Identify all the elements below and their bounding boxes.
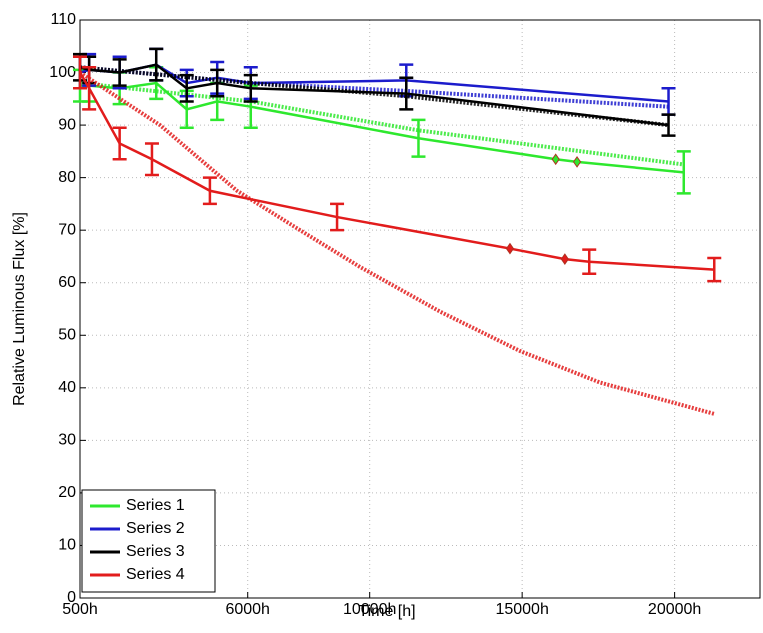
legend-label: Series 3 xyxy=(126,543,185,560)
legend-label: Series 4 xyxy=(126,566,185,583)
error-bar xyxy=(411,118,426,158)
error-bar xyxy=(243,73,258,103)
error-bar xyxy=(149,47,164,82)
y-tick-label: 60 xyxy=(58,274,76,291)
error-bar xyxy=(73,55,87,90)
error-bar xyxy=(661,113,676,137)
y-tick-label: 50 xyxy=(58,326,76,343)
x-tick-label: 15000h xyxy=(495,601,548,618)
x-tick-label: 6000h xyxy=(225,601,270,618)
plot-frame xyxy=(79,19,761,599)
error-bar xyxy=(399,76,414,111)
legend-label: Series 1 xyxy=(126,497,185,514)
y-tick-label: 90 xyxy=(58,116,76,133)
error-bar xyxy=(179,73,194,103)
error-bar xyxy=(82,66,97,111)
legend: Series 1 Series 2 Series 3 Series 4 xyxy=(81,489,216,593)
error-bar xyxy=(676,150,691,195)
error-bar xyxy=(112,126,127,161)
y-tick-label: 100 xyxy=(49,64,76,81)
error-bar xyxy=(707,256,722,283)
y-tick-label: 110 xyxy=(50,11,76,28)
series-line xyxy=(78,71,715,271)
legend-label: Series 2 xyxy=(126,520,185,537)
error-bar xyxy=(210,68,225,98)
x-tick-label: 500h xyxy=(62,601,98,618)
x-tick-label: 10000h xyxy=(343,601,396,618)
fit-line xyxy=(79,65,669,128)
y-axis-label: Relative Luminous Flux [%] xyxy=(11,212,28,406)
y-tick-label: 20 xyxy=(58,484,76,501)
y-tick-label: 30 xyxy=(58,432,76,449)
point-marker xyxy=(505,242,515,255)
x-axis-label: Time [h] xyxy=(358,603,415,620)
error-bar xyxy=(112,58,127,87)
point-marker xyxy=(551,153,560,166)
error-bar xyxy=(144,142,159,177)
error-bar xyxy=(202,176,217,206)
y-tick-label: 40 xyxy=(58,379,76,396)
x-tick-label: 20000h xyxy=(648,601,701,618)
point-marker xyxy=(572,156,582,168)
error-bar xyxy=(330,202,345,232)
y-tick-label: 70 xyxy=(58,221,76,238)
y-tick-label: 10 xyxy=(58,537,76,554)
error-bar xyxy=(582,248,597,276)
y-tick-label: 80 xyxy=(58,169,76,186)
y-tick-label: 0 xyxy=(67,589,76,606)
point-marker xyxy=(560,253,569,265)
